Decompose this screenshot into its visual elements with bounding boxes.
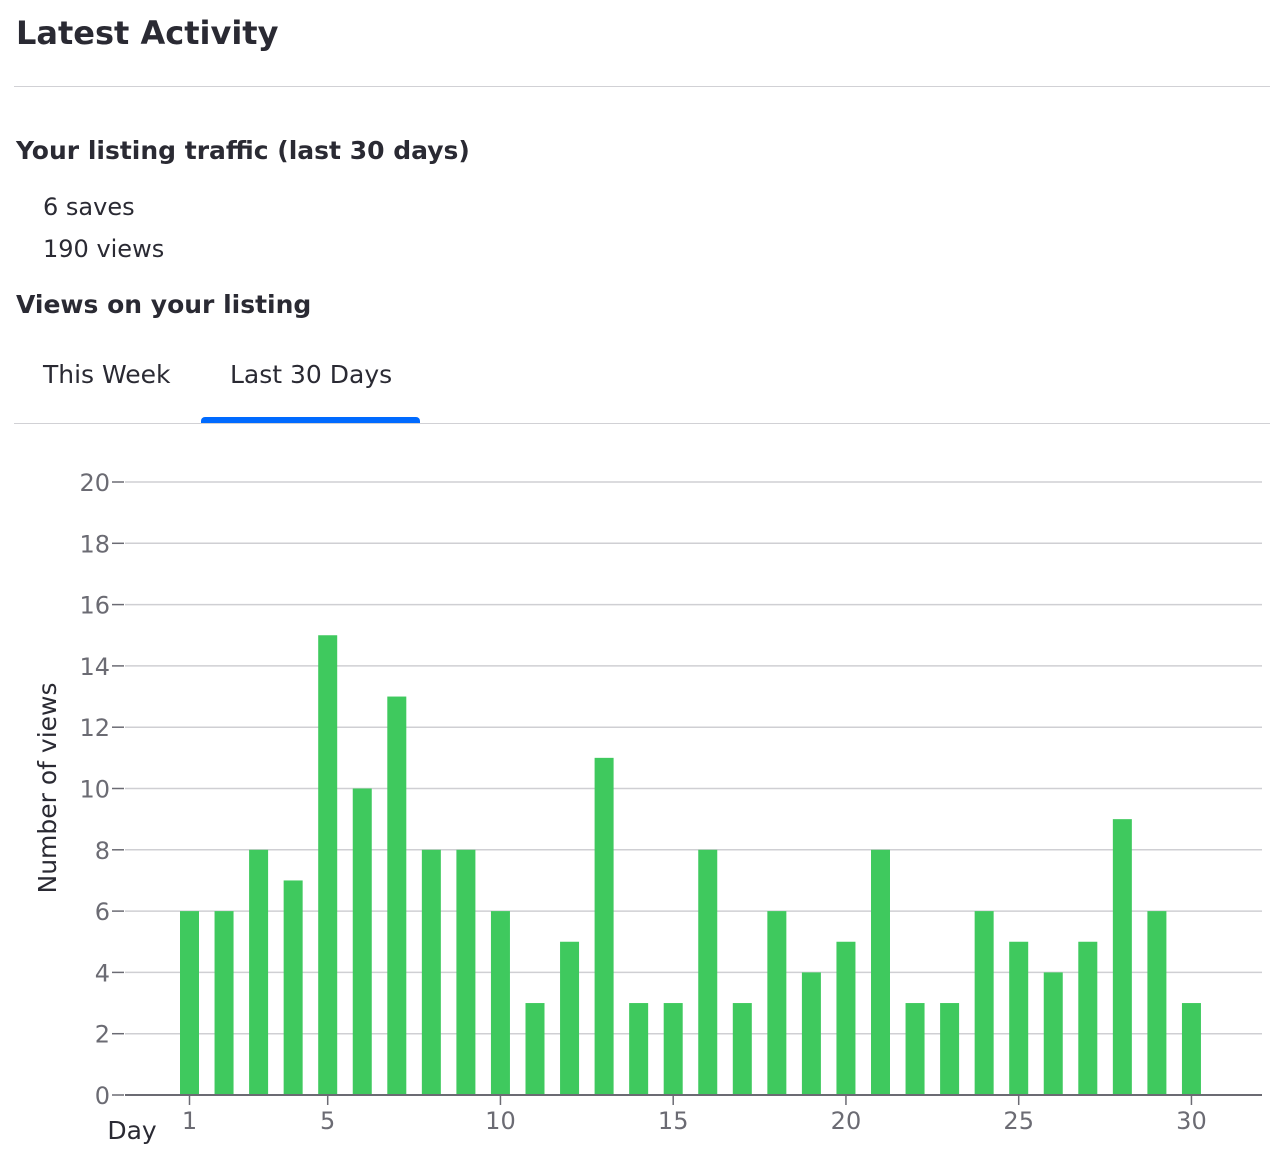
tab-this-week[interactable]: This Week (43, 360, 171, 389)
bar-day-8 (421, 849, 441, 1095)
y-tick-label: 18 (79, 530, 110, 558)
bar-day-30 (1181, 1003, 1201, 1095)
saves-count: 6 saves (43, 193, 135, 221)
bar-day-23 (940, 1003, 960, 1095)
x-tick-label: 10 (485, 1107, 516, 1135)
y-tick-label: 8 (95, 837, 110, 865)
x-tick-label: 30 (1176, 1107, 1207, 1135)
x-tick-label: 1 (182, 1107, 197, 1135)
bar-day-18 (767, 911, 787, 1095)
bar-day-26 (1043, 972, 1063, 1095)
y-tick-label: 12 (79, 714, 110, 742)
y-tick-label: 2 (95, 1021, 110, 1049)
bar-day-10 (490, 911, 510, 1095)
bar-day-17 (732, 1003, 752, 1095)
bar-day-12 (560, 941, 580, 1095)
bar-day-2 (214, 911, 234, 1095)
views-section-title: Views on your listing (16, 290, 312, 319)
bar-day-9 (456, 849, 476, 1095)
active-tab-indicator (201, 417, 420, 424)
y-tick-label: 20 (79, 469, 110, 497)
y-tick-label: 14 (79, 653, 110, 681)
y-axis-label: Number of views (33, 682, 62, 893)
x-axis-label: Day (107, 1116, 157, 1145)
bar-day-28 (1112, 819, 1132, 1095)
x-tick-label: 25 (1003, 1107, 1034, 1135)
bar-day-24 (974, 911, 994, 1095)
traffic-section-title: Your listing traffic (last 30 days) (16, 136, 470, 165)
header-divider (14, 86, 1270, 87)
page-title: Latest Activity (16, 14, 279, 52)
bar-day-21 (871, 849, 890, 1095)
bar-day-14 (629, 1003, 649, 1095)
bar-day-15 (663, 1003, 683, 1095)
bar-day-29 (1147, 911, 1167, 1095)
y-tick-label: 4 (95, 959, 110, 987)
x-axis-ticks: 1 5 10 15 20 25 30 (182, 1095, 1207, 1135)
bar-day-3 (249, 849, 269, 1095)
y-tick-label: 16 (79, 592, 110, 620)
tab-last-30-days[interactable]: Last 30 Days (230, 360, 393, 389)
bar-day-1 (180, 911, 199, 1095)
x-tick-label: 15 (658, 1107, 689, 1135)
y-axis-ticks: 0 2 4 6 8 10 12 14 16 18 20 (79, 469, 124, 1110)
bar-day-19 (801, 972, 821, 1095)
bar-day-6 (352, 788, 372, 1095)
y-tick-label: 10 (79, 776, 110, 804)
tabs-divider (14, 423, 1270, 424)
bar-day-22 (905, 1003, 925, 1095)
x-tick-label: 20 (831, 1107, 862, 1135)
bar-day-27 (1078, 941, 1098, 1095)
bar-day-4 (283, 880, 303, 1095)
bar-day-20 (836, 941, 856, 1095)
chart-gridlines (125, 481, 1262, 1035)
x-tick-label: 5 (320, 1107, 335, 1135)
bar-day-13 (594, 757, 614, 1095)
chart-bars (180, 635, 1201, 1095)
y-tick-label: 0 (95, 1082, 110, 1110)
bar-day-5 (318, 635, 338, 1095)
bar-day-25 (1009, 941, 1029, 1095)
bar-day-16 (698, 849, 718, 1095)
y-tick-label: 6 (95, 898, 110, 926)
bar-day-11 (525, 1003, 545, 1095)
views-count: 190 views (43, 235, 165, 263)
bar-day-7 (387, 696, 407, 1095)
